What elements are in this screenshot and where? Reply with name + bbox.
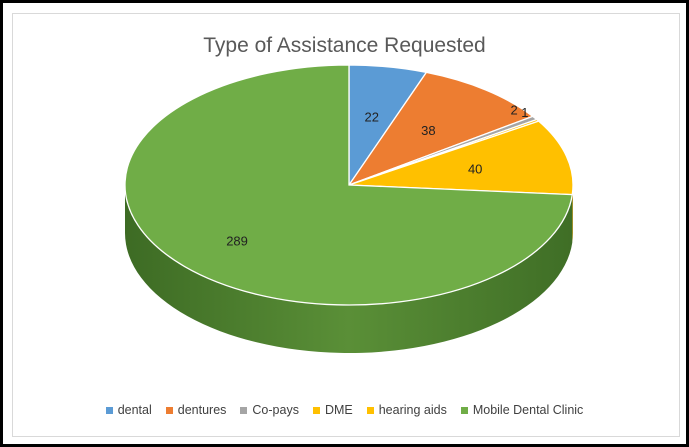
legend-swatch-mobile-dental-clinic [460, 406, 468, 414]
data-label-dental: 22 [365, 109, 379, 124]
pie-slice-hearing-aids [348, 120, 574, 196]
pie-slice-mobile-dental-clinic [124, 64, 574, 306]
data-label-dme: 1 [521, 105, 528, 120]
data-label-mobile-dental-clinic: 289 [226, 233, 248, 248]
legend-item-dental: dental [105, 403, 152, 417]
pie-data-labels: 22 38 2 1 40 289 [226, 103, 528, 249]
pie-top-faces [124, 64, 574, 306]
legend-item-co-pays: Co-pays [240, 403, 299, 417]
pie-side-walls [125, 185, 573, 353]
legend-item-mobile-dental-clinic: Mobile Dental Clinic [460, 403, 584, 417]
chart-title: Type of Assistance Requested [203, 34, 486, 57]
legend-swatch-dentures [165, 406, 173, 414]
legend-item-dme: DME [312, 403, 353, 417]
legend-label-dentures: dentures [177, 403, 227, 417]
data-label-co-pays: 2 [511, 103, 518, 118]
legend-item-dentures: dentures [165, 403, 227, 417]
legend-swatch-dme [312, 406, 320, 414]
legend-label-dme: DME [324, 403, 353, 417]
legend-item-hearing-aids: hearing aids [366, 403, 447, 417]
legend-label-dental: dental [117, 403, 152, 417]
data-label-dentures: 38 [421, 123, 435, 138]
data-label-hearing-aids: 40 [468, 161, 482, 176]
pie-side-hearing-aids [572, 185, 573, 243]
legend-swatch-co-pays [240, 406, 248, 414]
legend-label-mobile-dental-clinic: Mobile Dental Clinic [472, 403, 584, 417]
pie-side-mobile-dental-clinic [125, 185, 573, 353]
legend-swatch-dental [105, 406, 113, 414]
legend-swatch-hearing-aids [366, 406, 374, 414]
legend-label-hearing-aids: hearing aids [378, 403, 447, 417]
pie-slice-dentures [347, 71, 535, 187]
legend-label-co-pays: Co-pays [252, 403, 299, 417]
chart-legend: dental dentures Co-pays DME hearing aids Mobi… [0, 403, 689, 417]
